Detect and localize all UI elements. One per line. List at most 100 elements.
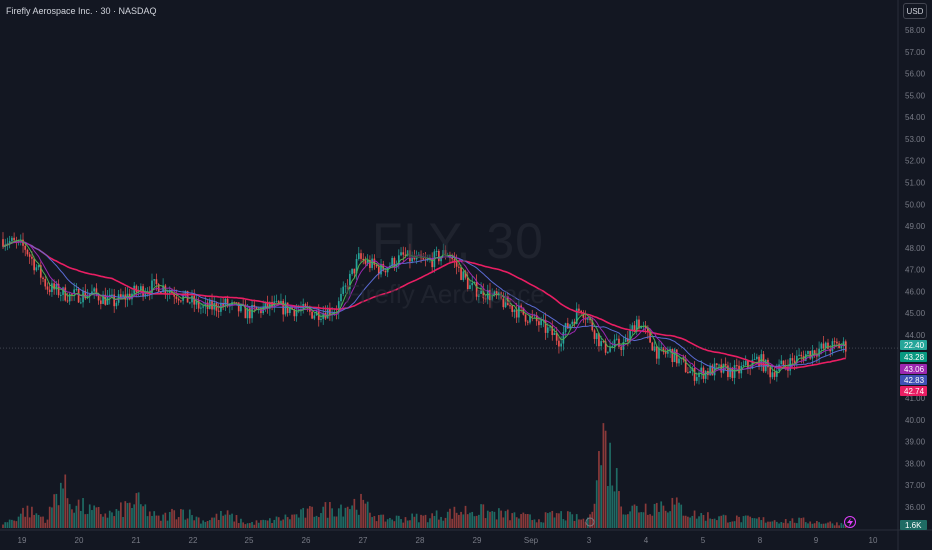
candle-body <box>475 281 478 297</box>
volume-bar <box>724 515 727 528</box>
volume-bar <box>257 522 260 528</box>
candle-body <box>206 302 209 309</box>
volume-bar <box>615 468 618 528</box>
price-label-text: 22.40 <box>904 341 925 350</box>
volume-bar <box>200 523 202 528</box>
volume-bar <box>313 516 316 528</box>
volume-bar <box>711 519 714 528</box>
volume-bar <box>369 512 371 528</box>
volume-bar <box>71 509 73 528</box>
volume-bar <box>444 517 447 528</box>
candle-body <box>168 291 171 294</box>
candle-body <box>513 309 516 312</box>
candle-body <box>235 302 238 304</box>
volume-bar <box>538 519 540 528</box>
volume-bar <box>75 505 78 528</box>
candle-body <box>673 349 676 363</box>
candle-body <box>226 298 229 307</box>
volume-bar <box>244 524 247 528</box>
candle-body <box>509 305 511 307</box>
candle-body <box>744 360 747 366</box>
candle-body <box>364 260 367 264</box>
volume-bar <box>133 504 136 528</box>
volume-bar <box>629 511 631 528</box>
candle-body <box>266 301 269 309</box>
candle-body <box>655 346 658 359</box>
candle-body <box>55 283 58 290</box>
candle-body <box>395 265 398 268</box>
volume-bar <box>671 497 674 528</box>
volume-bar <box>649 514 651 528</box>
volume-bar <box>33 514 35 528</box>
candle-body <box>415 255 418 260</box>
volume-bar <box>17 516 20 528</box>
candle-body <box>248 308 251 319</box>
time-tick-label: 5 <box>701 536 706 545</box>
volume-bar <box>88 504 91 528</box>
volume-bar <box>8 519 11 528</box>
volume-bar <box>571 514 574 528</box>
candle-body <box>469 285 471 290</box>
candle-body <box>191 295 193 303</box>
volume-bar <box>531 520 534 528</box>
candle-body <box>197 300 200 309</box>
volume-bar <box>462 514 465 528</box>
volume-bar <box>266 520 269 528</box>
candle-body <box>598 333 600 347</box>
price-tick-label: 58.00 <box>905 26 926 35</box>
volume-bar <box>411 513 414 528</box>
volume-bar <box>680 504 683 528</box>
candle-body <box>733 365 736 378</box>
volume-bar <box>91 510 93 528</box>
volume-bar <box>240 518 242 528</box>
volume-bar <box>102 516 104 528</box>
volume-bar <box>678 502 680 528</box>
volume-bar <box>39 516 42 528</box>
candle-body <box>202 306 204 308</box>
candle-body <box>506 296 509 306</box>
volume-bar <box>515 517 518 528</box>
time-tick-label: 8 <box>758 536 763 545</box>
volume-bar <box>718 516 720 528</box>
price-label-badge <box>900 364 927 374</box>
volume-bar <box>640 512 643 528</box>
candle-body <box>464 271 467 278</box>
candle-body <box>188 302 191 304</box>
volume-bar <box>633 504 636 528</box>
volume-bar <box>193 520 196 528</box>
candle-body <box>320 318 322 320</box>
volume-bar <box>482 504 485 528</box>
price-label-badge <box>900 340 927 350</box>
candle-body <box>571 321 574 325</box>
candle-body <box>836 341 838 344</box>
currency-button[interactable]: USD <box>903 3 927 19</box>
volume-bar <box>800 518 803 528</box>
candle-body <box>840 345 843 349</box>
candle-body <box>495 291 498 296</box>
lightning-icon[interactable] <box>844 516 856 528</box>
volume-bar <box>818 522 820 528</box>
candle-body <box>793 360 796 363</box>
volume-bar <box>162 514 164 528</box>
volume-bar <box>353 498 356 528</box>
earnings-marker-icon[interactable] <box>585 517 595 527</box>
volume-bar <box>115 509 118 528</box>
volume-bar <box>478 514 480 528</box>
candle-body <box>658 347 660 359</box>
candle-body <box>195 300 198 305</box>
candle-body <box>155 279 158 285</box>
symbol-title[interactable]: Firefly Aerospace Inc. · 30 · NASDAQ <box>6 6 157 16</box>
candle-body <box>735 365 738 367</box>
volume-bar <box>213 517 216 528</box>
volume-bar <box>233 521 236 528</box>
candle-body <box>304 303 307 307</box>
volume-bar <box>373 516 376 528</box>
volume-bar <box>24 516 27 528</box>
volume-bar <box>424 514 427 528</box>
volume-bar <box>509 520 511 528</box>
candle-body <box>578 308 580 311</box>
time-tick-label: 28 <box>416 536 425 545</box>
candle-body <box>698 372 700 378</box>
